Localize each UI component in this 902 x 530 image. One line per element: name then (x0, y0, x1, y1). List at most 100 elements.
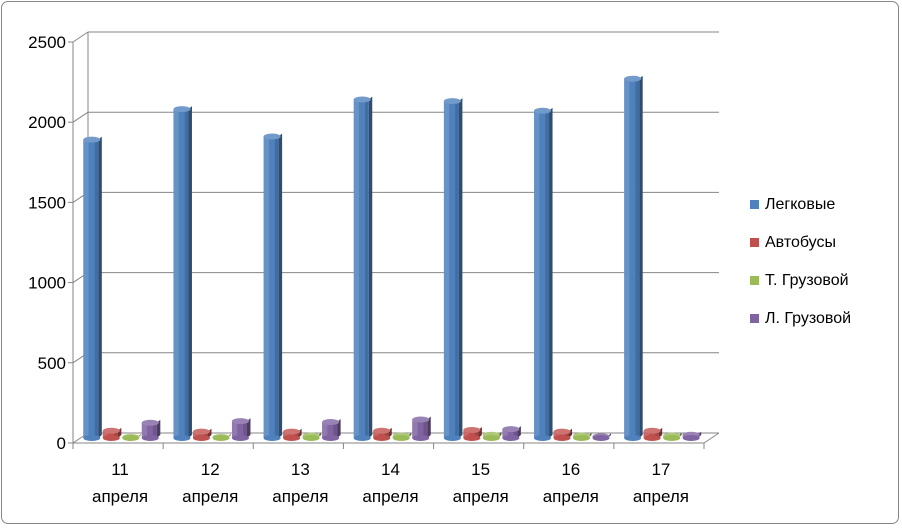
bar-Т. Грузовой (212, 434, 231, 441)
bar-Автобусы (283, 428, 302, 441)
bars (83, 75, 702, 441)
bar-top (502, 426, 520, 433)
bar-shadow (184, 109, 189, 439)
bar-Л. Грузовой (682, 431, 702, 441)
bar-base (353, 435, 371, 441)
x-tick-label: 11 (111, 460, 129, 479)
x-tick-label: апреля (182, 487, 238, 506)
bar-base (192, 435, 210, 441)
bar-base (231, 435, 249, 441)
y-tick-label: 500 (38, 354, 66, 373)
bar-highlight (624, 78, 630, 438)
legend-item: Автобусы (750, 234, 836, 251)
bar-base (302, 435, 320, 441)
bar-top (443, 98, 461, 105)
bar-Легковые (353, 96, 373, 441)
bar-Автобусы (463, 426, 482, 441)
x-tick-label: 13 (291, 460, 310, 479)
bar-highlight (231, 421, 238, 438)
bar-front (553, 431, 569, 438)
bar-highlight (263, 136, 269, 438)
bar-side (427, 416, 431, 438)
bar-shadow (294, 431, 299, 438)
legend-label: Автобусы (765, 234, 836, 251)
bar-shadow (274, 136, 279, 438)
bar-top (322, 418, 340, 425)
bar-shadow (654, 430, 659, 438)
bar-base (83, 435, 101, 441)
bar-Т. Грузовой (482, 431, 502, 441)
legend-swatch (750, 276, 759, 285)
bar-top (624, 75, 642, 82)
bar-Автобусы (373, 427, 392, 441)
bar-front (102, 430, 118, 438)
x-tick-label: 14 (381, 460, 400, 479)
bar-shadow (204, 431, 208, 438)
gridline-side (72, 31, 89, 43)
bar-base (663, 435, 681, 441)
legend-item: Т. Грузовой (750, 272, 849, 289)
bar-shadow (513, 429, 518, 438)
bar-top (463, 426, 481, 433)
bar-base (141, 435, 159, 441)
bar-highlight (192, 431, 199, 438)
bar-highlight (443, 101, 450, 438)
floor-edge-right (703, 432, 720, 444)
legend-label: Легковые (765, 196, 835, 213)
x-tick-label: апреля (92, 487, 148, 506)
bar-Автобусы (643, 427, 663, 441)
bar-front (643, 430, 659, 438)
bar-shadow (243, 421, 247, 438)
bar-top (373, 427, 391, 434)
bar-top (141, 419, 159, 426)
bar-base (534, 435, 552, 441)
bar-base (482, 435, 500, 441)
bar-Автобусы (553, 428, 573, 441)
bar-highlight (83, 139, 89, 438)
bar-highlight (322, 421, 328, 438)
bar-front (502, 429, 518, 438)
bar-side (337, 418, 341, 438)
bar-Т. Грузовой (122, 434, 141, 441)
bar-side (368, 96, 373, 438)
bar-shadow (564, 431, 569, 438)
bar-Автобусы (192, 428, 212, 441)
legend: Легковые Автобусы Т. Грузовой Л. Грузовой (750, 196, 851, 327)
bar-base (373, 435, 391, 441)
bar-side (639, 75, 643, 438)
bar-Т. Грузовой (573, 432, 592, 441)
legend-swatch (750, 200, 759, 209)
bar-side (246, 418, 251, 438)
bar-base (122, 435, 140, 441)
bar-shadow (423, 419, 428, 438)
bar-top (83, 136, 101, 143)
bar-Легковые (443, 98, 463, 441)
bar-shadow (384, 430, 389, 438)
legend-swatch (750, 314, 759, 323)
bar-top (353, 96, 371, 103)
bar-highlight (283, 431, 289, 438)
bar-highlight (412, 419, 418, 438)
bar-base (412, 435, 430, 441)
bar-highlight (353, 99, 359, 438)
bar-shadow (153, 422, 157, 438)
y-tick-label: 1000 (28, 274, 66, 293)
bar-highlight (141, 422, 148, 438)
bar-Л. Грузовой (502, 426, 521, 441)
bar-highlight (373, 430, 379, 438)
bar-base (283, 435, 301, 441)
bar-base (263, 435, 281, 441)
gridline-side (72, 111, 89, 123)
x-tick-label: 15 (471, 460, 490, 479)
bar-base (102, 435, 120, 441)
plot-walls (72, 32, 720, 444)
bar-base (592, 435, 610, 441)
bar-base (624, 435, 642, 441)
bar-shadow (474, 429, 479, 438)
y-axis-tick-labels: 0 500 1000 1500 2000 2500 (28, 33, 66, 453)
bar-highlight (463, 429, 469, 438)
x-tick-label: 12 (201, 460, 220, 479)
bar-highlight (643, 430, 649, 438)
x-tick-label: апреля (453, 487, 509, 506)
bar-front (192, 431, 208, 438)
